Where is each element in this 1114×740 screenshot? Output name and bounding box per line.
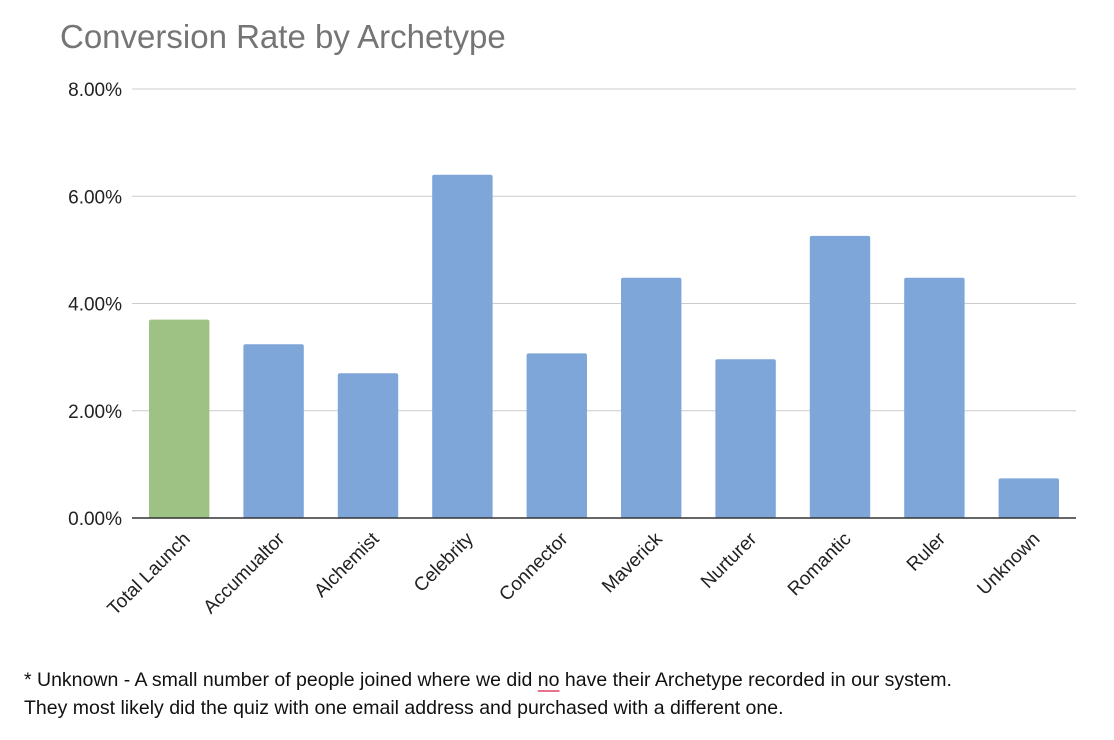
- bar-maverick: [620, 277, 682, 518]
- x-category-label: Maverick: [598, 528, 667, 597]
- x-category-label: Connector: [495, 528, 572, 605]
- y-axis-ticks: 0.00% 2.00% 4.00% 6.00% 8.00%: [68, 80, 122, 530]
- x-category-label: Total Launch: [104, 529, 195, 620]
- bar-total-launch: [148, 319, 210, 518]
- y-tick-label: 8.00%: [68, 80, 122, 101]
- footnote: * Unknown - A small number of people joi…: [24, 666, 1104, 722]
- footnote-line-1: * Unknown - A small number of people joi…: [24, 666, 1104, 694]
- y-tick-label: 6.00%: [68, 187, 122, 208]
- x-category-label: Unknown: [973, 529, 1044, 600]
- bar-romantic: [809, 235, 871, 518]
- x-category-label: Romantic: [784, 529, 856, 601]
- footnote-line-1-end: have their Archetype recorded in our sys…: [559, 669, 952, 691]
- bar-accumualtor: [243, 344, 304, 518]
- bar-nurturer: [715, 359, 776, 518]
- x-category-label: Accumualtor: [200, 528, 290, 618]
- bar-connector: [526, 353, 588, 518]
- y-tick-label: 4.00%: [68, 295, 122, 316]
- bar-unknown: [998, 478, 1060, 518]
- bar-celebrity: [432, 174, 493, 519]
- x-category-label: Nurturer: [697, 528, 762, 593]
- bar-chart: Conversion Rate by Archetype 0.00% 2.00% 4…: [60, 18, 1076, 620]
- x-axis-categories: Total Launch Accumualtor Alchemist Celebrit…: [104, 528, 1045, 620]
- footnote-flagged-word: no: [537, 669, 560, 691]
- x-category-label: Ruler: [903, 528, 950, 575]
- chart-title: Conversion Rate by Archetype: [60, 18, 506, 55]
- bar-alchemist: [337, 373, 399, 518]
- footnote-line-1-start: * Unknown - A small number of people joi…: [24, 669, 538, 691]
- bar-ruler: [904, 277, 965, 518]
- footnote-line-2: They most likely did the quiz with one e…: [24, 697, 784, 719]
- y-tick-label: 2.00%: [68, 402, 122, 423]
- bars: [148, 174, 1060, 519]
- x-category-label: Alchemist: [310, 528, 384, 602]
- x-category-label: Celebrity: [410, 528, 478, 596]
- y-tick-label: 0.00%: [68, 509, 122, 530]
